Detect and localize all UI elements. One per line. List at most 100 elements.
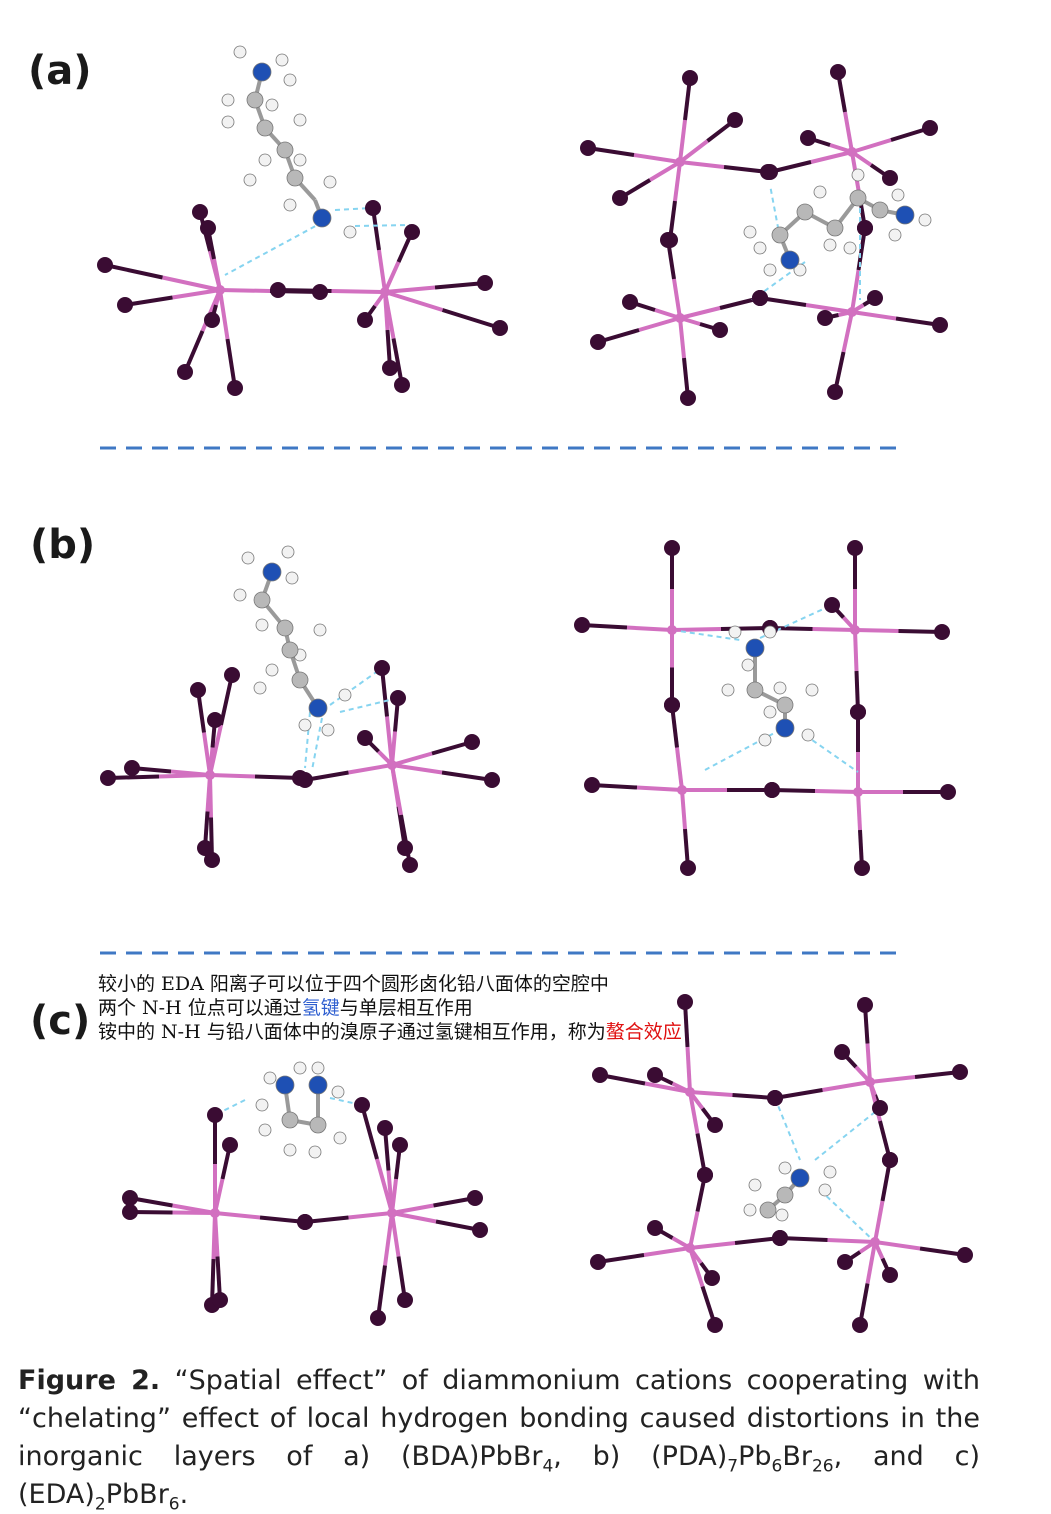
c-atom <box>776 696 794 714</box>
n-atom <box>775 718 795 738</box>
pb-br-bond <box>679 306 721 320</box>
pb-br-bond <box>822 1080 871 1092</box>
br-atom <box>762 164 778 180</box>
hydrogen-bond <box>224 221 324 276</box>
pb-atom <box>215 285 225 295</box>
annotation-line-2-post: 与单层相互作用 <box>339 997 473 1019</box>
h-atom <box>728 625 742 639</box>
br-atom <box>647 1067 663 1083</box>
pb-br-bond <box>162 275 221 292</box>
caption-sub-1: 4 <box>542 1456 554 1477</box>
pb-br-bond <box>648 160 682 182</box>
br-atom <box>592 1067 608 1083</box>
n-atom <box>780 250 800 270</box>
br-atom <box>622 294 638 310</box>
pb-br-bond <box>391 763 443 775</box>
pb-atom <box>847 147 857 157</box>
pb-br-bond <box>384 285 436 294</box>
pb-br-bond <box>441 770 493 782</box>
br-atom <box>682 70 698 86</box>
pb-atom <box>205 770 215 780</box>
caption-sub-6: 6 <box>168 1494 180 1514</box>
br-atom <box>100 770 116 786</box>
annotation-line-2-pre: 两个 N-H 位点可以通过 <box>98 997 302 1019</box>
h-atom <box>241 551 255 565</box>
pb-atom <box>853 787 863 797</box>
br-atom <box>574 617 590 633</box>
pb-atom <box>685 1243 695 1253</box>
h-atom <box>265 98 279 112</box>
br-atom <box>357 312 373 328</box>
pb-br-bond <box>688 1247 705 1288</box>
br-atom <box>207 1107 223 1123</box>
pb-br-bond <box>643 1246 691 1257</box>
pb-br-bond <box>675 747 684 791</box>
br-atom <box>192 204 208 220</box>
h-atom <box>888 228 902 242</box>
pb-br-bond <box>850 269 861 313</box>
h-atom <box>221 115 235 129</box>
br-atom <box>704 1270 720 1286</box>
br-atom <box>354 1097 370 1113</box>
pb-atom <box>210 1208 220 1218</box>
br-atom <box>612 190 628 206</box>
br-atom <box>852 1317 868 1333</box>
c-atom <box>826 219 844 237</box>
pb-atom <box>380 287 390 297</box>
c-atom <box>746 681 764 699</box>
c-atom <box>771 226 789 244</box>
br-atom <box>867 290 883 306</box>
c-atom <box>246 91 264 109</box>
br-atom <box>402 857 418 873</box>
pb-br-bond <box>678 317 686 359</box>
annotation-line-3-pre: 铵中的 N-H 与铅八面体中的溴原子通过氢键相互作用，称为 <box>98 1021 606 1043</box>
h-atom <box>255 1098 269 1112</box>
pb-br-bond <box>348 1211 393 1220</box>
panel-label-c: (c) <box>30 998 91 1044</box>
h-atom <box>293 1061 307 1075</box>
pb-br-bond <box>626 625 673 632</box>
pb-br-bond <box>678 119 687 163</box>
br-atom <box>124 760 140 776</box>
br-atom <box>957 1247 973 1263</box>
pb-br-bond <box>331 289 386 294</box>
pb-atom <box>387 760 397 770</box>
br-atom <box>190 682 206 698</box>
br-atom <box>764 782 780 798</box>
hydrogen-bond <box>814 1107 881 1161</box>
h-atom <box>293 113 307 127</box>
h-atom <box>741 658 755 672</box>
br-atom <box>200 220 216 236</box>
br-atom <box>712 322 728 338</box>
c-atom <box>291 671 309 689</box>
pb-br-bond <box>851 310 897 321</box>
pb-br-bond <box>104 263 163 280</box>
hydrogen-bond <box>819 1189 876 1243</box>
br-atom <box>707 1317 723 1333</box>
pb-br-bond <box>689 1241 736 1250</box>
h-atom <box>221 93 235 107</box>
pb-br-bond <box>636 785 683 792</box>
br-atom <box>382 360 398 376</box>
hydrogen-bond <box>671 629 741 641</box>
br-atom <box>940 784 956 800</box>
pb-br-bond <box>671 627 722 632</box>
pb-br-bond <box>390 1178 398 1214</box>
h-atom <box>891 188 905 202</box>
pb-br-bond <box>678 139 709 164</box>
br-atom <box>647 1220 663 1236</box>
h-atom <box>285 571 299 585</box>
caption-text-b: , b) (PDA) <box>553 1441 728 1472</box>
br-atom <box>464 734 480 750</box>
pb-br-bond <box>827 1238 876 1244</box>
br-atom <box>467 1190 483 1206</box>
br-atom <box>207 712 223 728</box>
pb-br-bond <box>869 1075 916 1084</box>
br-atom <box>477 275 493 291</box>
annotation-line-1: 较小的 EDA 阳离子可以位于四个圆形卤化铅八面体的空腔中 <box>98 973 609 995</box>
br-atom <box>847 540 863 556</box>
pb-br-bond <box>172 288 221 300</box>
hydrogen-bond <box>311 717 323 771</box>
h-atom <box>283 198 297 212</box>
pb-br-bond <box>390 731 397 766</box>
